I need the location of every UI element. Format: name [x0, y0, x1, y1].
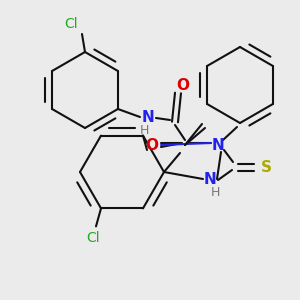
Text: N: N	[212, 137, 224, 152]
Text: N: N	[204, 172, 216, 188]
Text: O: O	[176, 77, 190, 92]
Text: H: H	[139, 124, 149, 137]
Text: H: H	[210, 185, 220, 199]
Text: Cl: Cl	[64, 17, 78, 31]
Text: S: S	[260, 160, 272, 175]
Text: O: O	[146, 137, 158, 152]
Text: N: N	[142, 110, 154, 125]
Text: Cl: Cl	[86, 231, 100, 245]
